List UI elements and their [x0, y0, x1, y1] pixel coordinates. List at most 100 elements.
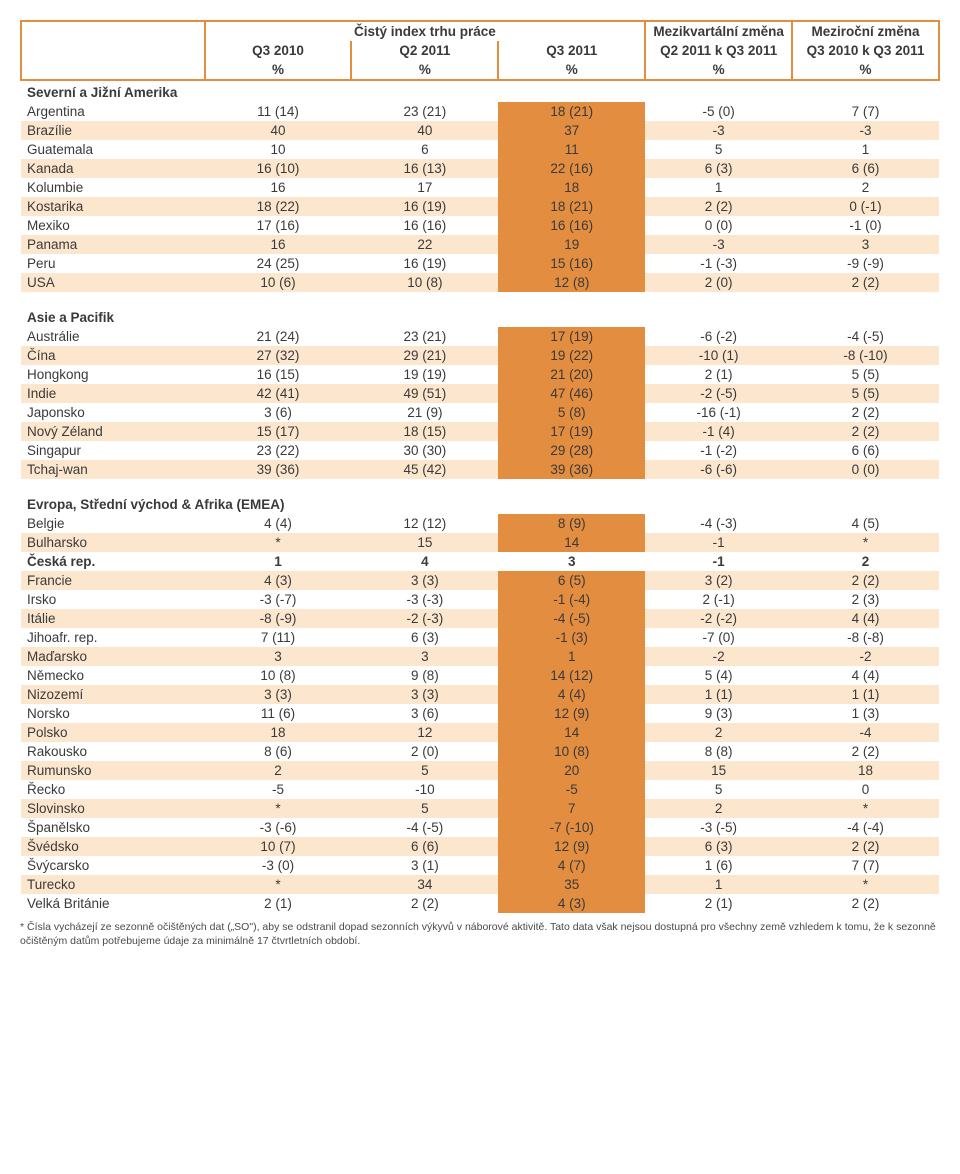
cell: 18 [205, 723, 352, 742]
cell: * [205, 875, 352, 894]
cell: 15 (16) [498, 254, 645, 273]
table-row: Německo10 (8)9 (8)14 (12)5 (4)4 (4) [21, 666, 939, 685]
cell: 3 [351, 647, 498, 666]
table-row: Belgie4 (4)12 (12)8 (9)-4 (-3)4 (5) [21, 514, 939, 533]
table-row: Turecko*34351* [21, 875, 939, 894]
cell: 23 (21) [351, 327, 498, 346]
cell: -3 [645, 121, 792, 140]
cell: 16 [205, 178, 352, 197]
row-label: USA [21, 273, 205, 292]
cell: 2 (2) [792, 894, 939, 913]
cell: 6 (6) [792, 441, 939, 460]
cell: * [792, 875, 939, 894]
cell: 2 (0) [645, 273, 792, 292]
table-row: Španělsko-3 (-6)-4 (-5)-7 (-10)-3 (-5)-4… [21, 818, 939, 837]
cell: 1 [792, 140, 939, 159]
row-label: Norsko [21, 704, 205, 723]
header-q3-2011: Q3 2011 [498, 41, 645, 60]
cell: 1 [205, 552, 352, 571]
table-row: Guatemala1061151 [21, 140, 939, 159]
cell: 14 (12) [498, 666, 645, 685]
cell: -4 (-4) [792, 818, 939, 837]
cell: 4 (4) [792, 666, 939, 685]
cell: 4 (5) [792, 514, 939, 533]
table-row: Švýcarsko-3 (0)3 (1)4 (7)1 (6)7 (7) [21, 856, 939, 875]
cell: 5 (5) [792, 384, 939, 403]
cell: 10 (7) [205, 837, 352, 856]
row-label: Indie [21, 384, 205, 403]
header-pct-4: % [645, 60, 792, 80]
cell: 16 [205, 235, 352, 254]
row-label: Irsko [21, 590, 205, 609]
cell: 5 (5) [792, 365, 939, 384]
cell: -2 (-3) [351, 609, 498, 628]
cell: 7 (11) [205, 628, 352, 647]
cell: -3 (-6) [205, 818, 352, 837]
row-label: Německo [21, 666, 205, 685]
cell: 10 (6) [205, 273, 352, 292]
cell: 8 (6) [205, 742, 352, 761]
row-label: Slovinsko [21, 799, 205, 818]
row-label: Rumunsko [21, 761, 205, 780]
table-row: Mexiko17 (16)16 (16)16 (16)0 (0)-1 (0) [21, 216, 939, 235]
cell: -4 [792, 723, 939, 742]
footnote: * Čísla vycházejí ze sezonně očištěných … [20, 921, 940, 948]
cell: -2 [792, 647, 939, 666]
cell: 1 (1) [792, 685, 939, 704]
row-label: Itálie [21, 609, 205, 628]
cell: 21 (20) [498, 365, 645, 384]
header-net-index: Čistý index trhu práce [205, 21, 646, 41]
row-label: Hongkong [21, 365, 205, 384]
cell: 1 (6) [645, 856, 792, 875]
table-row: Singapur23 (22)30 (30)29 (28)-1 (-2)6 (6… [21, 441, 939, 460]
section-title: Asie a Pacifik [21, 306, 939, 327]
cell: -1 (3) [498, 628, 645, 647]
cell: 2 [645, 723, 792, 742]
cell: 2 (2) [792, 403, 939, 422]
cell: 23 (21) [351, 102, 498, 121]
cell: 14 [498, 723, 645, 742]
cell: 9 (3) [645, 704, 792, 723]
cell: 49 (51) [351, 384, 498, 403]
table-row: Čína27 (32)29 (21)19 (22)-10 (1)-8 (-10) [21, 346, 939, 365]
row-label: Turecko [21, 875, 205, 894]
cell: 16 (19) [351, 197, 498, 216]
cell: * [792, 533, 939, 552]
cell: -2 (-2) [645, 609, 792, 628]
table-row: Peru24 (25)16 (19)15 (16)-1 (-3)-9 (-9) [21, 254, 939, 273]
table-row: Itálie-8 (-9)-2 (-3)-4 (-5)-2 (-2)4 (4) [21, 609, 939, 628]
cell: 19 (22) [498, 346, 645, 365]
cell: 2 (3) [792, 590, 939, 609]
cell: -8 (-9) [205, 609, 352, 628]
cell: 2 (2) [792, 742, 939, 761]
cell: 5 (4) [645, 666, 792, 685]
row-label: Nizozemí [21, 685, 205, 704]
cell: 16 (19) [351, 254, 498, 273]
table-row: Japonsko3 (6)21 (9)5 (8)-16 (-1)2 (2) [21, 403, 939, 422]
table-row: Švédsko10 (7)6 (6)12 (9)6 (3)2 (2) [21, 837, 939, 856]
cell: 6 (3) [351, 628, 498, 647]
cell: -3 (-3) [351, 590, 498, 609]
cell: 45 (42) [351, 460, 498, 479]
cell: 1 [498, 647, 645, 666]
cell: 7 (7) [792, 856, 939, 875]
cell: 39 (36) [205, 460, 352, 479]
cell: 19 (19) [351, 365, 498, 384]
row-label: Bulharsko [21, 533, 205, 552]
table-row: Polsko1812142-4 [21, 723, 939, 742]
cell: 3 [498, 552, 645, 571]
row-label: Mexiko [21, 216, 205, 235]
cell: 1 [645, 875, 792, 894]
cell: 12 (12) [351, 514, 498, 533]
cell: 10 (8) [205, 666, 352, 685]
table-header: Čistý index trhu práce Mezikvartální změ… [21, 21, 939, 80]
cell: 3 (1) [351, 856, 498, 875]
cell: 11 (14) [205, 102, 352, 121]
cell: 14 [498, 533, 645, 552]
cell: 0 (0) [645, 216, 792, 235]
cell: 5 (8) [498, 403, 645, 422]
header-q3-2010: Q3 2010 [205, 41, 352, 60]
cell: -3 [792, 121, 939, 140]
cell: 15 [645, 761, 792, 780]
cell: 9 (8) [351, 666, 498, 685]
